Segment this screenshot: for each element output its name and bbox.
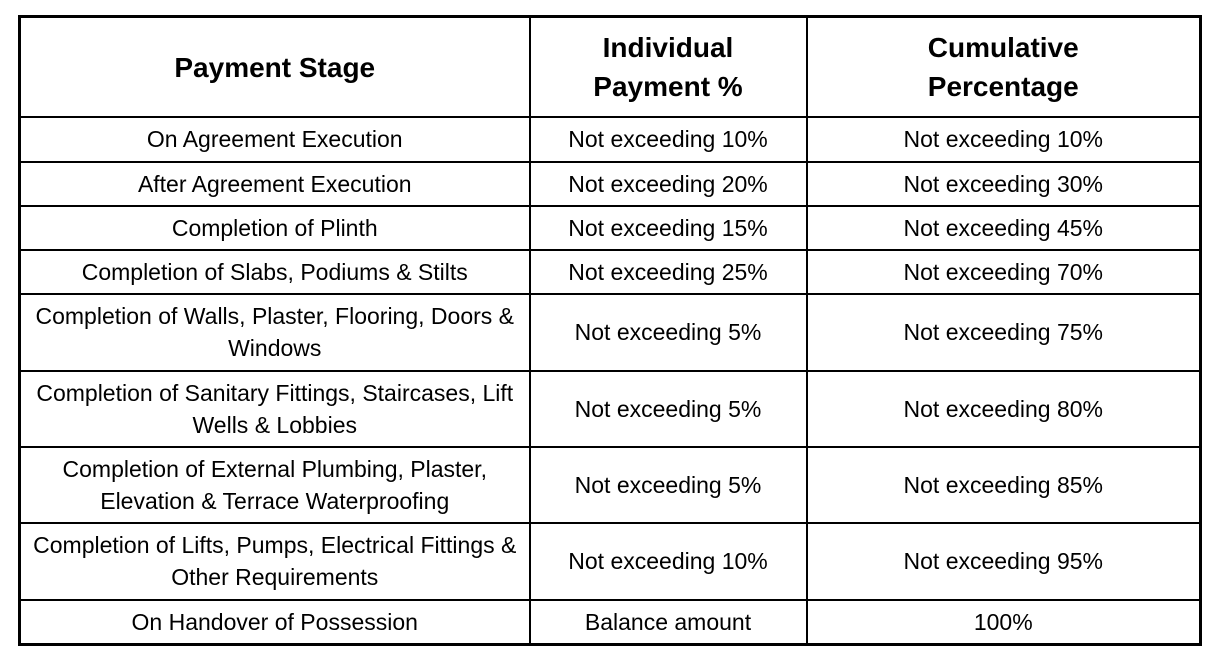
cumulative-percentage-cell: Not exceeding 10% [805,116,1202,163]
individual-payment-cell: Not exceeding 5% [528,369,808,448]
header-individual-payment: Individual Payment % [528,15,808,119]
header-cumulative-percentage-line2: Percentage [927,71,1079,103]
table-row: Completion of Plinth Not exceeding 15% Not… [18,204,1202,251]
header-payment-stage: Payment Stage [18,15,531,119]
cumulative-percentage-cell: Not exceeding 95% [805,522,1202,601]
stage-cell: Completion of Walls, Plaster, Flooring, … [18,293,531,372]
individual-payment-cell: Not exceeding 15% [528,204,808,251]
cumulative-percentage-cell: Not exceeding 80% [805,369,1202,448]
stage-cell: On Agreement Execution [18,116,531,163]
stage-cell: After Agreement Execution [18,160,531,207]
table-row: Completion of Sanitary Fittings, Stairca… [18,369,1202,448]
individual-payment-cell: Not exceeding 5% [528,293,808,372]
stage-cell: Completion of Plinth [18,204,531,251]
cumulative-percentage-cell: Not exceeding 45% [805,204,1202,251]
individual-payment-cell: Not exceeding 20% [528,160,808,207]
individual-payment-cell: Not exceeding 10% [528,522,808,601]
header-payment-stage-line1: Payment Stage [174,51,376,83]
header-individual-payment-line1: Individual [602,32,734,63]
table-row: On Handover of Possession Balance amount 1… [18,598,1202,646]
table-row: After Agreement Execution Not exceeding 2… [18,160,1202,207]
header-row: Payment Stage Individual Payment % Cumul… [18,15,1202,119]
header-cumulative-percentage: Cumulative Percentage [805,15,1202,119]
table-row: Completion of Lifts, Pumps, Electrical F… [18,522,1202,601]
stage-cell: Completion of Slabs, Podiums & Stilts [18,248,531,296]
cumulative-percentage-cell: Not exceeding 30% [805,160,1202,207]
table-body: On Agreement Execution Not exceeding 10% N… [18,116,1202,646]
table-row: Completion of Walls, Plaster, Flooring, … [18,293,1202,372]
cumulative-percentage-cell: 100% [805,598,1202,646]
table-row: Completion of Slabs, Podiums & Stilts Not… [18,248,1202,296]
header-cumulative-percentage-line1: Cumulative [927,32,1079,63]
cumulative-percentage-cell: Not exceeding 85% [805,445,1202,525]
stage-cell: Completion of External Plumbing, Plaster… [18,445,531,525]
stage-cell: On Handover of Possession [18,598,531,646]
individual-payment-cell: Not exceeding 10% [528,116,808,163]
stage-cell: Completion of Sanitary Fittings, Stairca… [18,369,531,448]
individual-payment-cell: Not exceeding 5% [528,445,808,525]
payment-schedule-table: Payment Stage Individual Payment % Cumul… [18,15,1202,646]
stage-cell: Completion of Lifts, Pumps, Electrical F… [18,522,531,601]
table-row: On Agreement Execution Not exceeding 10% N… [18,116,1202,163]
table-row: Completion of External Plumbing, Plaster… [18,445,1202,525]
individual-payment-cell: Not exceeding 25% [528,248,808,296]
individual-payment-cell: Balance amount [528,598,808,646]
header-individual-payment-line2: Payment % [593,71,743,103]
cumulative-percentage-cell: Not exceeding 70% [805,248,1202,296]
cumulative-percentage-cell: Not exceeding 75% [805,293,1202,372]
